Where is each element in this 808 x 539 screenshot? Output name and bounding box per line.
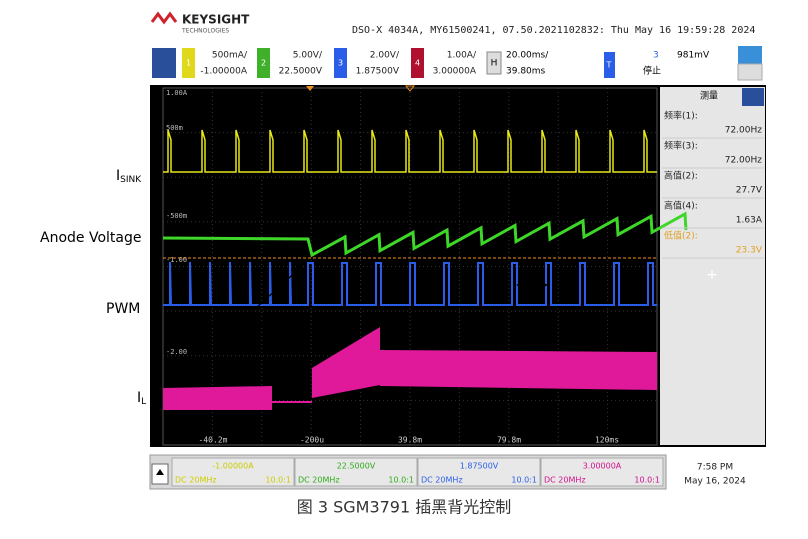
- scope-info: DSO-X 4034A, MY61500241, 07.50.202110283…: [352, 25, 755, 36]
- il-ramp: [312, 327, 380, 398]
- footer-probe: 10.0:1: [265, 476, 291, 485]
- spacer: [150, 448, 766, 458]
- trig-ch: 3: [653, 51, 659, 61]
- measure-value: 1.63A: [736, 216, 763, 226]
- isink-wave: [163, 129, 657, 173]
- channel-badge[interactable]: [182, 48, 195, 78]
- footer-date: May 16, 2024: [684, 477, 746, 487]
- x-label: 120ms: [595, 436, 619, 445]
- measure-value: 72.00Hz: [725, 156, 763, 166]
- footer-probe: 10.0:1: [634, 476, 660, 485]
- bfi-label: BFI: [518, 320, 540, 336]
- tool-button[interactable]: [738, 46, 762, 64]
- measure-label: 低值(2):: [664, 230, 698, 242]
- footer-probe: 10.0:1: [388, 476, 414, 485]
- measure-value: 27.7V: [736, 186, 763, 196]
- turnon-label: LED backlight turn-on: [176, 320, 328, 336]
- arrow: [244, 267, 301, 319]
- channel-badge[interactable]: [411, 48, 424, 78]
- measure-label: 高值(2):: [664, 170, 698, 182]
- measure-label: 频率(3):: [664, 140, 698, 152]
- channel-scale: 1.00A/: [447, 51, 477, 61]
- pwm-wave: [163, 261, 657, 306]
- footer-time: 7:58 PM: [697, 463, 733, 473]
- trigger-marker: [306, 86, 314, 91]
- up-icon: [156, 469, 164, 475]
- channel-offset: -1.00000A: [200, 67, 247, 77]
- x-label: 39.8m: [398, 436, 422, 445]
- delay-marker: [404, 85, 416, 92]
- il-label: IL: [137, 390, 146, 407]
- footer-offset: 22.5000V: [337, 462, 376, 471]
- footer-coupling: DC 20MHz: [175, 476, 217, 485]
- footer-coupling: DC 20MHz: [298, 476, 340, 485]
- channel-scale: 500mA/: [212, 51, 248, 61]
- footer-ch[interactable]: [294, 457, 418, 487]
- channel-badge[interactable]: [257, 48, 270, 78]
- grid-label: 1.00A: [166, 89, 188, 97]
- brand: KEYSIGHT: [182, 13, 250, 27]
- measure-value: 72.00Hz: [725, 126, 763, 136]
- isink-label: ISINK: [116, 168, 142, 185]
- logo: [150, 11, 178, 25]
- channel-scale: 5.00V/: [293, 51, 323, 61]
- channel-offset: 3.00000A: [433, 67, 477, 77]
- channel-num: 3: [338, 59, 343, 68]
- trig-label: T: [606, 61, 612, 70]
- grid-label: -500m: [166, 212, 187, 220]
- footer-ch[interactable]: [540, 457, 664, 487]
- trig-status: 停止: [643, 65, 661, 77]
- trig-level: 981mV: [677, 51, 710, 61]
- measure-label: 高值(4):: [664, 200, 698, 212]
- arrow-head: [295, 264, 304, 271]
- anode-label: Anode Voltage: [40, 230, 141, 246]
- footer-ch[interactable]: [171, 457, 295, 487]
- tool-button[interactable]: [737, 63, 763, 81]
- x-label: -40.2m: [199, 436, 228, 445]
- time-delay: 39.80ms: [506, 67, 546, 77]
- channel-offset: 1.87500V: [356, 67, 400, 77]
- grid-border: [162, 87, 658, 446]
- channel-badge[interactable]: [334, 48, 347, 78]
- grid-label: -2.00: [166, 348, 187, 356]
- menu-button[interactable]: [152, 48, 176, 78]
- il-band2: [380, 350, 657, 390]
- x-label: 79.8m: [497, 436, 521, 445]
- grid-label: 500m: [166, 124, 183, 132]
- measure-icon: [742, 88, 764, 106]
- time-label: H: [491, 59, 498, 69]
- add-measure: +: [706, 267, 718, 283]
- il-band: [163, 386, 272, 410]
- measure-label: 频率(1):: [664, 110, 698, 122]
- footer-probe: 10.0:1: [511, 476, 537, 485]
- x-label: -200u: [300, 436, 324, 445]
- brand-sub: TECHNOLOGIES: [181, 28, 229, 35]
- measure-panel: [660, 87, 765, 445]
- channel-offset: 22.5000V: [279, 67, 323, 77]
- footer-ch[interactable]: [417, 457, 541, 487]
- caption: 图 3 SGM3791 插黑背光控制: [297, 498, 512, 517]
- channel-num: 4: [415, 59, 420, 68]
- time-badge[interactable]: [486, 51, 502, 75]
- anode-wave: [162, 211, 688, 258]
- footer-offset: 1.87500V: [460, 462, 499, 471]
- measure-value: 23.3V: [736, 246, 763, 256]
- trig-badge[interactable]: [604, 52, 615, 78]
- footer-offset: -1.00000A: [212, 462, 254, 471]
- channel-num: 1: [186, 59, 191, 68]
- footer-coupling: DC 20MHz: [544, 476, 586, 485]
- pwm-label: PWM: [106, 301, 140, 317]
- channel-scale: 2.00V/: [370, 51, 400, 61]
- footer-offset: 3.00000A: [583, 462, 622, 471]
- footer-coupling: DC 20MHz: [421, 476, 463, 485]
- measure-title: 测量: [700, 91, 718, 102]
- grid-label: -1.00: [166, 256, 187, 264]
- time-scale: 20.00ms/: [506, 51, 549, 61]
- channel-num: 2: [261, 59, 266, 68]
